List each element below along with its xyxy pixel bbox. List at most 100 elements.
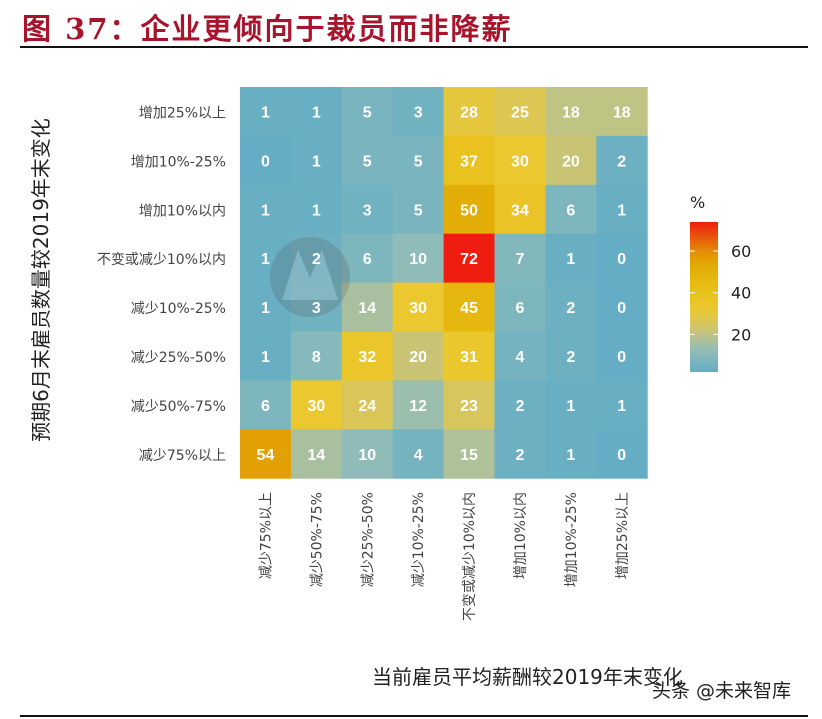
heatmap-cell <box>443 233 495 284</box>
cell-value-label: 2 <box>617 153 626 170</box>
heatmap-cell <box>290 380 343 430</box>
cell-value-label: 50 <box>460 202 478 219</box>
heatmap-cell <box>240 380 292 430</box>
bank-logo-watermark <box>270 237 350 317</box>
cell-value-label: 1 <box>261 300 270 317</box>
legend-tick-label: 20 <box>731 325 751 344</box>
heatmap-cell <box>494 282 546 332</box>
cell-value-label: 30 <box>511 153 529 170</box>
cell-value-label: 72 <box>460 251 478 268</box>
cell-value-label: 45 <box>460 300 478 317</box>
cell-value-label: 20 <box>562 153 580 170</box>
legend-title: % <box>690 193 705 212</box>
heatmap-cell <box>290 282 343 332</box>
heatmap-cell <box>545 429 597 479</box>
heatmap-cell <box>341 233 394 284</box>
x-tick-label: 增加25%以上 <box>615 492 631 579</box>
cell-value-label: 0 <box>617 251 626 268</box>
cell-value-label: 14 <box>307 447 325 464</box>
heatmap-cell <box>290 184 343 235</box>
heatmap-cell <box>545 233 597 284</box>
heatmap-cell <box>240 135 292 186</box>
y-tick-label: 减少75%以上 <box>139 448 226 464</box>
cell-value-label: 0 <box>617 300 626 317</box>
cell-value-label: 0 <box>617 447 626 464</box>
heatmap-cell <box>596 429 648 479</box>
cell-value-label: 12 <box>409 398 427 415</box>
cell-value-label: 6 <box>566 202 575 219</box>
heatmap-cell <box>392 87 445 137</box>
cell-value-label: 1 <box>261 349 270 366</box>
x-tick-label: 增加10%-25% <box>564 492 580 587</box>
cell-value-label: 30 <box>409 300 427 317</box>
cell-value-label: 10 <box>409 251 427 268</box>
cell-value-label: 3 <box>414 104 423 121</box>
cell-value-label: 0 <box>617 349 626 366</box>
heatmap-cell <box>443 380 495 430</box>
heatmap-cell <box>240 429 292 479</box>
heatmap-cell <box>290 135 343 186</box>
cell-value-label: 1 <box>617 398 626 415</box>
heatmap-cell <box>596 380 648 430</box>
heatmap-cell <box>290 233 343 284</box>
y-tick-label: 减少50%-75% <box>131 399 226 415</box>
cell-value-label: 8 <box>312 349 321 366</box>
heatmap-cell <box>392 380 445 430</box>
heatmap-cell <box>545 135 597 186</box>
cell-value-label: 54 <box>257 447 275 464</box>
heatmap-cell <box>443 429 495 479</box>
y-tick-label: 减少25%-50% <box>131 350 226 366</box>
heatmap-cell <box>341 331 394 381</box>
y-axis-title: 预期6月末雇员数量较2019年末变化 <box>29 118 53 442</box>
cell-value-label: 1 <box>261 202 270 219</box>
bottom-divider <box>20 715 808 717</box>
heatmap-cell <box>290 331 343 381</box>
legend-tick-label: 40 <box>731 284 751 303</box>
cell-value-label: 24 <box>358 398 376 415</box>
heatmap-cell <box>392 429 445 479</box>
heatmap-cell <box>545 380 597 430</box>
cell-value-label: 30 <box>307 398 325 415</box>
heatmap-cell <box>240 233 292 284</box>
heatmap-cell <box>596 331 648 381</box>
cell-value-label: 10 <box>358 447 376 464</box>
heatmap-cell <box>443 282 495 332</box>
heatmap-cell <box>392 184 445 235</box>
cell-value-label: 1 <box>261 104 270 121</box>
legend-colorbar <box>690 222 718 372</box>
cell-value-label: 18 <box>613 104 631 121</box>
heatmap-cell <box>240 87 292 137</box>
heatmap-cell <box>392 135 445 186</box>
cell-value-label: 20 <box>409 349 427 366</box>
heatmap-cell <box>596 282 648 332</box>
cell-value-label: 23 <box>460 398 478 415</box>
cell-value-label: 15 <box>460 447 478 464</box>
heatmap-cell <box>341 282 394 332</box>
cell-value-label: 1 <box>617 202 626 219</box>
cell-value-label: 2 <box>566 349 575 366</box>
heatmap-cell <box>392 282 445 332</box>
cell-value-label: 28 <box>460 104 478 121</box>
x-tick-label: 减少50%-75% <box>309 492 325 587</box>
heatmap-cell <box>290 87 343 137</box>
cell-value-label: 1 <box>261 251 270 268</box>
heatmap-cell <box>443 331 495 381</box>
x-tick-label: 减少25%-50% <box>360 492 376 587</box>
heatmap-cell <box>545 87 597 137</box>
heatmap-cell <box>240 331 292 381</box>
cell-value-label: 14 <box>358 300 376 317</box>
cell-value-label: 1 <box>566 251 575 268</box>
cell-value-label: 5 <box>414 153 423 170</box>
heatmap-cell <box>596 184 648 235</box>
cell-value-label: 6 <box>363 251 372 268</box>
y-tick-label: 减少10%-25% <box>131 301 226 317</box>
heatmap-cell <box>240 282 292 332</box>
x-tick-label: 增加10%以内 <box>513 492 529 579</box>
heatmap-cell <box>545 282 597 332</box>
cell-value-label: 37 <box>460 153 478 170</box>
heatmap-cell <box>596 233 648 284</box>
heatmap-cell <box>341 135 394 186</box>
heatmap-cell <box>494 331 546 381</box>
heatmap-cell <box>392 233 445 284</box>
